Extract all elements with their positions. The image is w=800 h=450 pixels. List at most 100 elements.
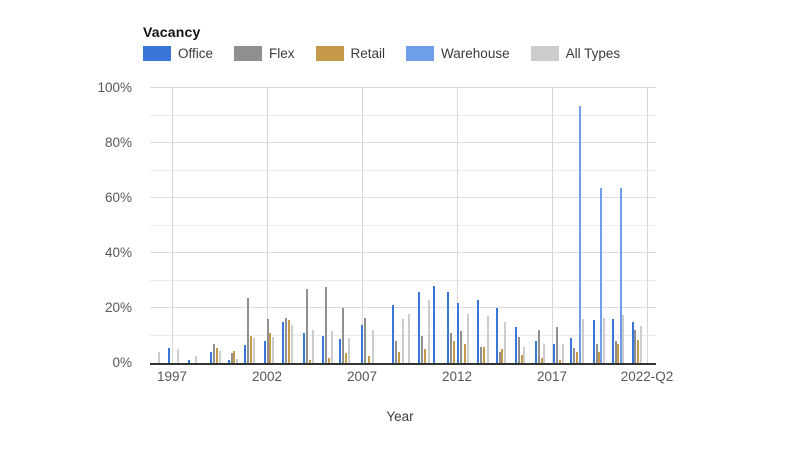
bar-flex: [267, 319, 269, 363]
bar-office: [418, 291, 421, 363]
gridline-horizontal: [150, 224, 656, 226]
bar-office: [339, 339, 341, 363]
bar-all_types: [522, 346, 525, 363]
legend-swatch-flex-icon: [234, 46, 263, 61]
bar-retail: [368, 356, 371, 363]
legend-swatch-retail-icon: [315, 46, 344, 61]
bar-flex: [449, 332, 452, 363]
bar-retail: [464, 343, 467, 363]
x-axis-title: Year: [386, 409, 414, 424]
bar-flex: [342, 308, 345, 363]
bar-warehouse: [620, 188, 623, 363]
bar-office: [263, 341, 266, 363]
bar-office: [612, 319, 615, 363]
x-tick-label: 2002: [251, 369, 283, 384]
legend-item-retail[interactable]: Retail: [315, 46, 385, 61]
bar-flex: [460, 331, 463, 363]
legend-item-office[interactable]: Office: [143, 46, 213, 61]
bar-warehouse: [578, 105, 581, 363]
bar-office: [446, 291, 449, 363]
bar-retail: [232, 350, 235, 363]
bar-flex: [573, 347, 576, 363]
bar-office: [570, 338, 573, 363]
bar-retail: [250, 335, 253, 363]
bar-all_types: [621, 314, 624, 363]
plot-area: 1997 2002 2007 2012 2017 2022-Q2 100% 80% 60% 40%…: [97, 80, 673, 384]
x-tick-label: 2012: [441, 369, 473, 384]
bar-office: [361, 324, 364, 363]
x-tick-label: 2022-Q2: [620, 369, 674, 384]
bar-office: [321, 335, 324, 363]
chart-title: Vacancy: [143, 24, 201, 40]
bar-all_types: [503, 321, 506, 363]
bar-office: [168, 347, 170, 363]
gridline-horizontal: [150, 114, 656, 116]
bar-all_types: [194, 356, 197, 363]
bar-office: [457, 302, 459, 363]
legend-item-flex[interactable]: Flex: [234, 46, 295, 61]
legend-swatch-all_types-icon: [530, 46, 559, 61]
bar-flex: [213, 343, 216, 363]
bar-office: [535, 341, 538, 363]
x-tick-label: 1997: [156, 369, 188, 384]
bar-all_types: [639, 325, 642, 363]
bar-flex: [555, 327, 558, 363]
bar-all_types: [312, 330, 315, 363]
bar-retail: [540, 358, 543, 363]
bar-flex: [479, 346, 482, 363]
bar-all_types: [271, 336, 274, 363]
bar-office: [244, 345, 246, 363]
legend: Office Flex Retail Warehouse All Types: [143, 46, 641, 61]
y-tick-label: 100%: [97, 80, 132, 95]
legend-item-all_types[interactable]: All Types: [530, 46, 620, 61]
bar-flex: [615, 341, 618, 363]
bar-office: [187, 360, 190, 363]
bar-retail: [483, 346, 486, 363]
bar-flex: [395, 341, 398, 363]
bar-flex: [421, 335, 424, 363]
bar-all_types: [407, 313, 410, 363]
bar-retail: [521, 354, 524, 363]
bar-all_types: [252, 338, 255, 363]
bar-retail: [216, 347, 219, 363]
legend-item-warehouse[interactable]: Warehouse: [406, 46, 510, 61]
bar-office: [302, 332, 305, 363]
bar-retail: [308, 360, 311, 363]
gridline-horizontal: [150, 169, 656, 171]
bar-all_types: [402, 319, 405, 363]
bar-office: [495, 308, 498, 363]
bar-all_types: [582, 319, 585, 363]
bar-all_types: [543, 343, 546, 363]
bar-all_types: [467, 313, 470, 363]
gridline-vertical: [457, 88, 458, 363]
bar-all_types: [602, 317, 605, 363]
bar-retail: [453, 341, 455, 363]
bar-retail: [345, 353, 348, 363]
bar-flex: [305, 288, 308, 363]
bar-office: [552, 343, 555, 363]
legend-label: Office: [178, 46, 214, 61]
y-tick-label: 40%: [104, 245, 132, 260]
bar-flex: [364, 317, 367, 363]
bar-all_types: [487, 316, 490, 363]
bar-flex: [537, 330, 540, 363]
legend-label: Flex: [269, 46, 295, 61]
bar-retail: [616, 343, 619, 363]
gridline-vertical: [362, 88, 363, 363]
bar-all_types: [176, 349, 179, 363]
bar-retail: [559, 360, 562, 363]
bar-retail: [327, 357, 330, 363]
bar-flex: [285, 317, 288, 363]
bar-all_types: [427, 299, 430, 363]
bar-retail: [423, 349, 426, 363]
bar-retail: [636, 339, 639, 363]
bar-retail: [397, 352, 400, 363]
gridline-vertical: [267, 88, 268, 363]
bar-all_types: [562, 343, 565, 363]
bar-all_types: [218, 350, 221, 363]
bar-office: [210, 352, 212, 363]
bar-warehouse: [600, 188, 603, 363]
bar-all_types: [157, 352, 160, 363]
gridline-vertical: [647, 88, 648, 363]
bar-all_types: [331, 331, 334, 363]
